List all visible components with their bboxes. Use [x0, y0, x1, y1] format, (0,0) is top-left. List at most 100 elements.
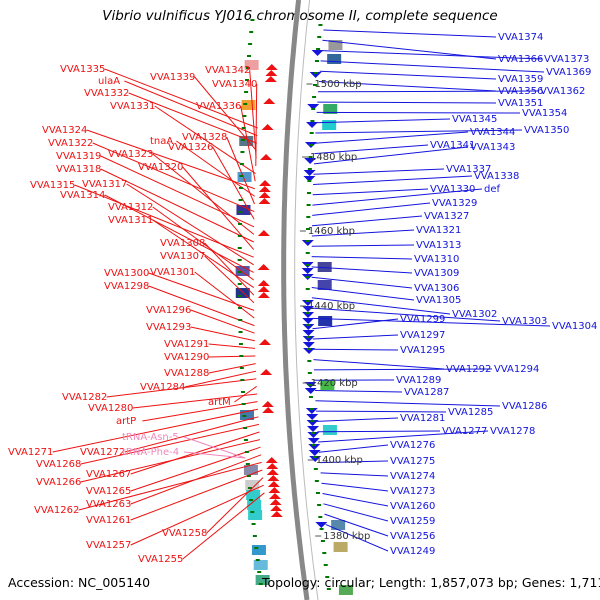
connector-line [323, 503, 389, 522]
forward-gene-arrow [257, 292, 270, 298]
gene-feature-box [317, 262, 332, 272]
backbone-inner-edge [294, 0, 319, 600]
tick-label: 1460 kbp [308, 226, 355, 237]
connector-line [320, 472, 389, 477]
connector-line [100, 155, 255, 228]
gene-label-reverse: VVA1302 [452, 309, 497, 320]
connector-line [319, 70, 497, 80]
gene-label-forward: VVA1328 [182, 132, 227, 143]
gene-label-forward: VVA1307 [160, 251, 205, 262]
forward-gene-arrow [269, 499, 282, 505]
connector-line [190, 326, 255, 342]
gene-label-forward: VVA1267 [86, 469, 131, 480]
connector-line [321, 50, 543, 60]
gene-feature-box [239, 410, 254, 420]
connector-line [152, 206, 254, 281]
reverse-gene-arrow [307, 104, 320, 110]
reverse-gene-arrow [301, 306, 314, 312]
gene-feature-box [251, 545, 266, 555]
gene-label-reverse: VVA1289 [396, 375, 441, 386]
reverse-gene-arrow [303, 170, 316, 176]
connector-line [316, 111, 521, 114]
connector-line [311, 266, 413, 274]
gene-feature-box [248, 510, 263, 520]
tick-label: 1480 kbp [310, 152, 357, 163]
gene-feature-box [235, 288, 250, 298]
right-label-connectors [311, 29, 551, 552]
gene-feature-box [235, 266, 250, 276]
gene-label-reverse: VVA1304 [552, 321, 597, 332]
gene-label-reverse: VVA1297 [400, 330, 445, 341]
gene-feature-box [241, 100, 256, 110]
gene-feature-box [320, 380, 335, 390]
accession-text: Accession: NC_005140 [8, 575, 151, 590]
gene-feature-box [338, 585, 353, 595]
connector-line [212, 146, 255, 220]
map-title: Vibrio vulnificus YJ016 chromosome II, c… [102, 8, 498, 24]
forward-gene-arrow [262, 407, 275, 413]
rna-connector [183, 451, 246, 459]
connector-line [208, 355, 256, 358]
gene-feature-box [243, 465, 258, 475]
forward-gene-arrow [265, 64, 278, 70]
connector-line [80, 423, 259, 465]
gene-label-forward: VVA1340 [212, 79, 257, 90]
connector-line [311, 307, 501, 322]
topology-stats: Topology: circular; Length: 1,857,073 bp… [262, 575, 600, 590]
gene-label-forward: VVA1293 [146, 322, 191, 333]
connector-line [313, 348, 399, 351]
connector-line [194, 76, 257, 152]
reverse-gene-arrow [302, 330, 315, 336]
gene-label-reverse: VVA1337 [446, 164, 491, 175]
reverse-gene-arrow [302, 318, 315, 324]
gene-label-reverse: VVA1299 [400, 314, 445, 325]
connector-line [152, 153, 255, 235]
gene-label-reverse: VVA1329 [432, 198, 477, 209]
tick-label: 1380 kbp [323, 531, 370, 542]
rna-label: tRNA-Phe-4 [122, 447, 179, 458]
gene-label-reverse: VVA1309 [414, 268, 459, 279]
gene-label-forward: VVA1261 [86, 515, 131, 526]
forward-gene-arrow [261, 124, 274, 130]
gene-label-reverse: VVA1369 [546, 67, 591, 78]
connector-line [311, 256, 413, 260]
gene-label-reverse: VVA1249 [390, 546, 435, 557]
connector-line [311, 229, 415, 237]
gene-label-reverse: VVA1294 [494, 364, 539, 375]
connector-line [204, 242, 255, 296]
gene-label-forward: VVA1320 [138, 162, 183, 173]
connector-line [152, 219, 255, 289]
connector-line [124, 416, 259, 453]
gene-label-forward: VVA1280 [88, 403, 133, 414]
rna-label: tRNA-Asn-5 [122, 432, 179, 443]
gene-label-forward: VVA1268 [36, 459, 81, 470]
forward-gene-arrow [258, 186, 271, 192]
forward-gene-arrow [270, 511, 283, 517]
gene-label-reverse: VVA1341 [430, 140, 475, 151]
gene-label-reverse: VVA1343 [470, 142, 515, 153]
connector-line [154, 105, 256, 175]
gene-label-forward: VVA1326 [168, 142, 213, 153]
connector-line [311, 215, 423, 227]
gene-label-reverse: VVA1274 [390, 471, 435, 482]
connector-line [104, 194, 254, 273]
gene-label-forward: VVA1312 [108, 202, 153, 213]
reverse-gene-arrow [308, 444, 321, 450]
forward-gene-arrow [261, 401, 274, 407]
connector-line [313, 146, 469, 165]
reverse-gene-arrow [303, 176, 316, 182]
gene-label-forward: VVA1298 [104, 281, 149, 292]
reverse-gene-arrow [306, 426, 319, 432]
gene-label-forward: VVA1323 [108, 149, 153, 160]
connector-line [314, 390, 403, 393]
connector-line [206, 477, 264, 534]
connector-line [315, 129, 523, 134]
connector-line [318, 90, 539, 93]
reverse-gene-arrow [308, 450, 321, 456]
forward-gene-arrow [258, 198, 271, 204]
reverse-gene-arrow [302, 312, 315, 318]
forward-gene-arrow [258, 339, 271, 345]
gene-feature-box [247, 500, 262, 510]
reverse-gene-arrow [315, 522, 328, 528]
